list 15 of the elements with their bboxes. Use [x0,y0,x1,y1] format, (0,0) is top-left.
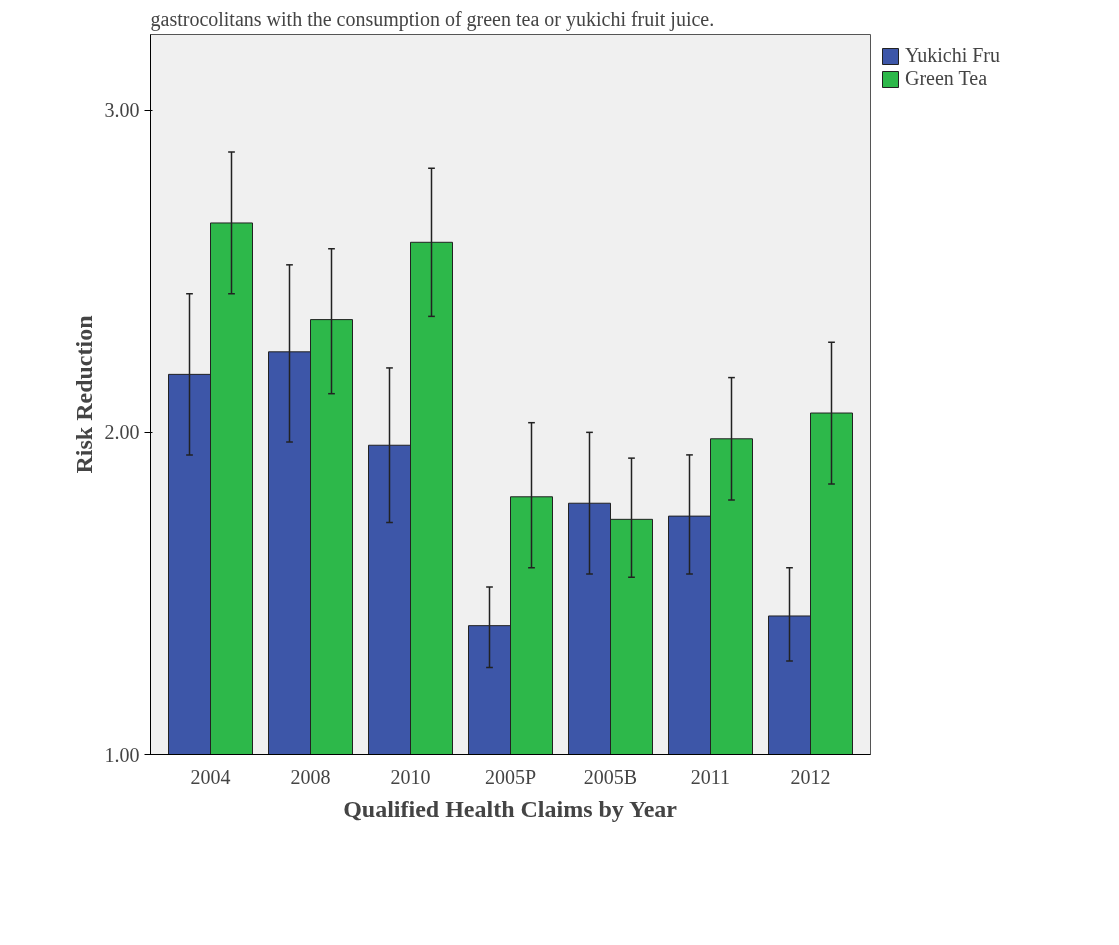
chart-title: gastrocolitans with the consumption of green tea or yukichi fruit juice. [150,7,715,31]
x-tick-label: 2012 [790,765,831,788]
y-axis-title: Risk Reduction [70,315,97,474]
legend-label: Yukichi Fru [905,44,1000,67]
x-axis-title: Qualified Health Claims by Year [343,795,678,822]
y-tick-label: 2.00 [104,421,140,444]
x-tick-label: 2005B [583,765,638,788]
x-tick-label: 2010 [390,765,431,788]
x-tick-label: 2004 [190,765,231,788]
legend-label: Green Tea [905,67,988,90]
x-tick-label: 2008 [290,765,331,788]
y-tick-label: 3.00 [104,99,140,122]
y-tick-label: 1.00 [104,743,140,766]
x-tick-label: 2011 [690,765,731,788]
x-tick-label: 2005P [484,765,537,788]
